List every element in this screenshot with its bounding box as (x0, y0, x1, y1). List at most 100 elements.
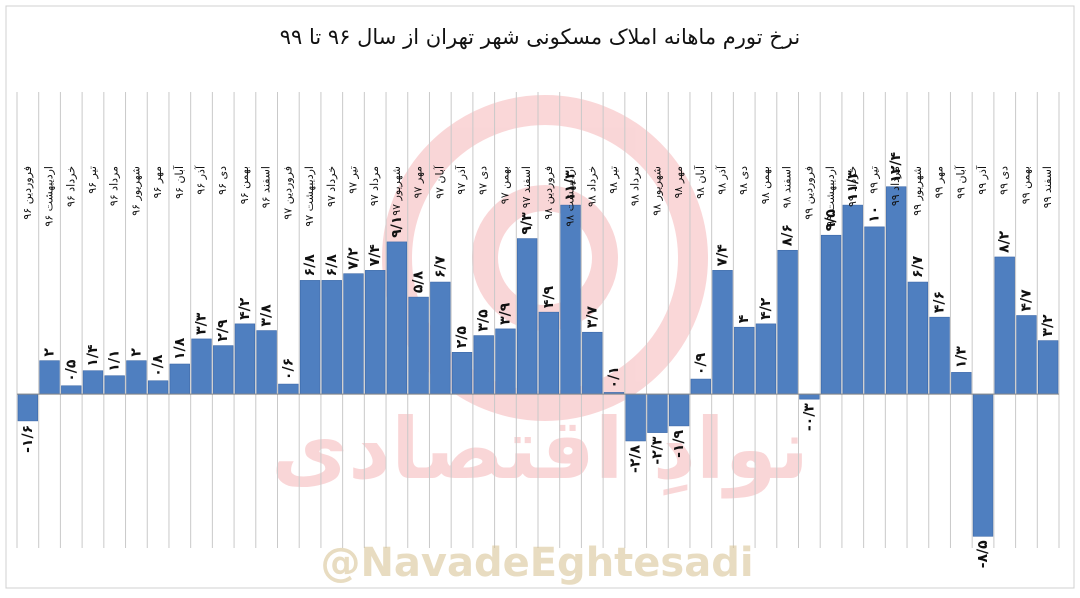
watermark-brand-text: نوادِ اقتصادی (271, 400, 809, 499)
category-label: فروردین ۹۶ (21, 166, 34, 220)
data-label: ۰/۶ (280, 358, 296, 380)
bar (343, 273, 364, 395)
category-label: مهر ۹۹ (933, 166, 946, 198)
bar (712, 270, 733, 395)
data-label: ۴/۷ (1018, 289, 1034, 312)
data-label: ۲ (128, 348, 144, 357)
data-label: ۲/۹ (215, 319, 231, 342)
bar (647, 393, 668, 433)
category-label: تیر ۹۸ (607, 166, 620, 194)
data-label: ۵/۸ (411, 270, 427, 293)
category-label: اسفند ۹۷ (520, 166, 533, 208)
data-label: ۹/۱ (389, 216, 405, 238)
data-label: ۸/۲ (997, 230, 1013, 253)
bar (516, 238, 538, 395)
data-label: ۲ (42, 348, 58, 357)
bar (451, 352, 473, 395)
category-label: دی ۹۹ (998, 166, 1011, 195)
bar (972, 393, 994, 537)
chart-title: نرخ تورم ماهانه املاک مسکونی شهر تهران ا… (280, 25, 801, 49)
category-label: خرداد ۹۹ (846, 166, 859, 207)
bar (777, 249, 798, 395)
category-label: آبان ۹۹ (953, 165, 967, 199)
data-label: ۴/۲ (758, 297, 774, 320)
bar (734, 326, 755, 395)
category-label: دی ۹۸ (737, 166, 750, 195)
bar (213, 345, 234, 395)
bar (82, 370, 104, 395)
category-label: اردیبهشت ۹۶ (43, 166, 56, 227)
category-label: اسفند ۹۸ (781, 166, 794, 208)
data-label: ۸/۶ (780, 224, 796, 246)
category-label: مرداد ۹۷ (368, 166, 381, 206)
category-label: اردیبهشت ۹۷ (303, 166, 316, 227)
bar (625, 393, 646, 442)
bar (538, 311, 560, 395)
bar (1037, 340, 1059, 395)
data-label: ۷/۲ (345, 247, 361, 270)
category-label: خرداد ۹۶ (64, 166, 77, 207)
data-label: ۱۰ (866, 206, 882, 223)
value-labels: -۱/۶ ۲ ۰/۵ ۱/۴ ۱/۱ ۲ ۰/۸ ۱/۸ ۳/۳ ۲/۹ ۴/۲ ۳/۸ ۰/۶ ۶/۸ ۶… (20, 152, 1056, 569)
data-label: ۱/۳ (953, 346, 969, 369)
data-label: ۳/۸ (259, 304, 275, 327)
data-label: ۴/۹ (541, 286, 557, 309)
data-label: ۳/۲ (1040, 314, 1056, 337)
category-label: مهر ۹۸ (672, 166, 685, 198)
category-label: فروردین ۹۹ (802, 166, 815, 220)
category-label: آذر ۹۸ (715, 165, 729, 195)
category-label: دی ۹۶ (216, 166, 229, 195)
chart-frame (5, 5, 1075, 589)
bar (842, 204, 863, 395)
bar (126, 360, 147, 395)
data-label: -۱/۶ (20, 425, 36, 453)
bar (39, 360, 60, 395)
data-label: ۹/۳ (519, 212, 535, 235)
bar (321, 280, 342, 395)
category-label: آبان ۹۶ (172, 165, 186, 199)
data-label: -۲/۳ (649, 436, 665, 464)
bar (169, 363, 190, 395)
data-label: ۶/۸ (302, 254, 318, 277)
category-label: خرداد ۹۷ (325, 166, 338, 207)
bar (864, 226, 885, 395)
data-label: ۱۲/۴ (888, 152, 904, 183)
category-label: شهریور ۹۷ (390, 166, 403, 216)
category-label: اسفند ۹۹ (1041, 166, 1054, 208)
data-label: -۱/۹ (671, 429, 687, 457)
bar (234, 323, 256, 395)
category-label: آذر ۹۶ (194, 165, 208, 195)
bars-layer (17, 186, 1059, 537)
data-label: ۳/۳ (194, 312, 210, 335)
category-label: بهمن ۹۸ (759, 166, 772, 204)
category-label: فروردین ۹۸ (542, 166, 555, 220)
data-label: ۱/۱ (107, 350, 123, 372)
data-label: ۱/۴ (85, 344, 101, 367)
bar (668, 393, 690, 427)
data-label: ۰/۹ (693, 352, 709, 375)
data-label: ۲/۵ (454, 326, 470, 349)
bar (755, 323, 777, 395)
data-label: ۳/۷ (584, 306, 600, 329)
category-label: اردیبهشت ۹۸ (564, 166, 577, 227)
category-labels: فروردین ۹۶ اردیبهشت ۹۶ خرداد ۹۶ تیر ۹۶ مرداد… (21, 165, 1054, 227)
bar (582, 331, 603, 395)
category-label: شهریور ۹۶ (129, 166, 142, 216)
category-label: مرداد ۹۸ (629, 166, 642, 206)
category-label: بهمن ۹۹ (1019, 166, 1032, 204)
data-label: ۶/۸ (324, 254, 340, 277)
bar (799, 393, 820, 400)
bar (430, 281, 451, 395)
category-label: بهمن ۹۶ (238, 166, 251, 204)
category-label: دی ۹۷ (477, 166, 490, 195)
category-label: تیر ۹۷ (346, 166, 359, 194)
bar (495, 328, 516, 395)
category-label: شهریور ۹۸ (650, 166, 663, 216)
data-label: ۳/۹ (497, 302, 513, 325)
bar (929, 316, 950, 395)
bar (386, 241, 408, 395)
category-label: اسفند ۹۶ (260, 166, 273, 208)
bar (147, 380, 169, 395)
data-label: ۰/۱ (606, 366, 622, 388)
